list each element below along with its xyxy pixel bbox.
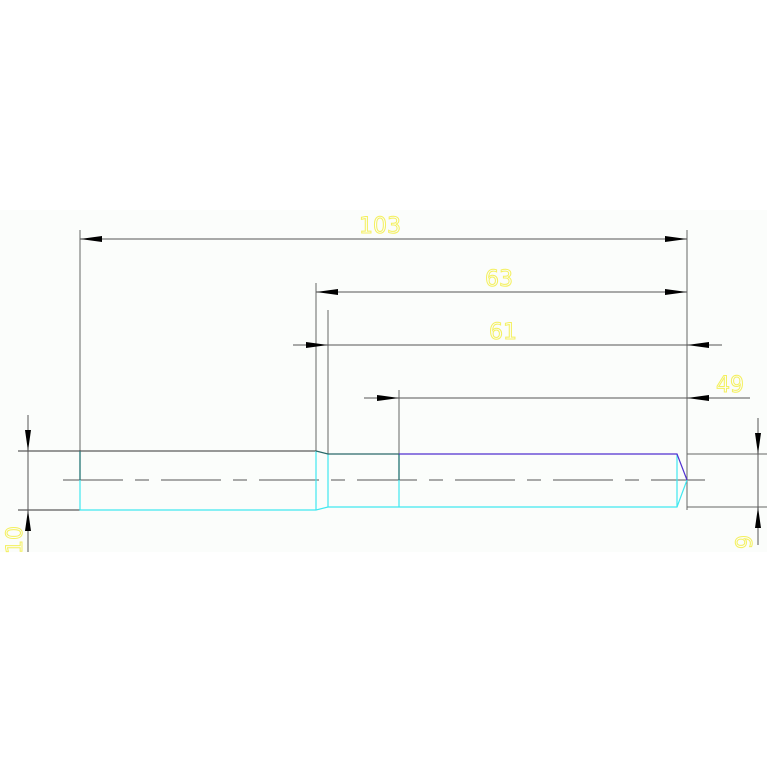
- dim-text-49: 49: [716, 373, 744, 398]
- dim-text-61: 61: [489, 320, 517, 345]
- dim-text-10: 10: [3, 526, 28, 554]
- extension-lines: [18, 230, 767, 511]
- dim-text-103: 103: [359, 214, 401, 239]
- dimension-lines: [27, 238, 759, 552]
- part-outline: [79, 450, 688, 511]
- arrowheads: [25, 236, 761, 531]
- dim-text-63: 63: [485, 267, 513, 292]
- dim-text-9: 9: [733, 535, 758, 549]
- drawing-sheet: [0, 210, 767, 552]
